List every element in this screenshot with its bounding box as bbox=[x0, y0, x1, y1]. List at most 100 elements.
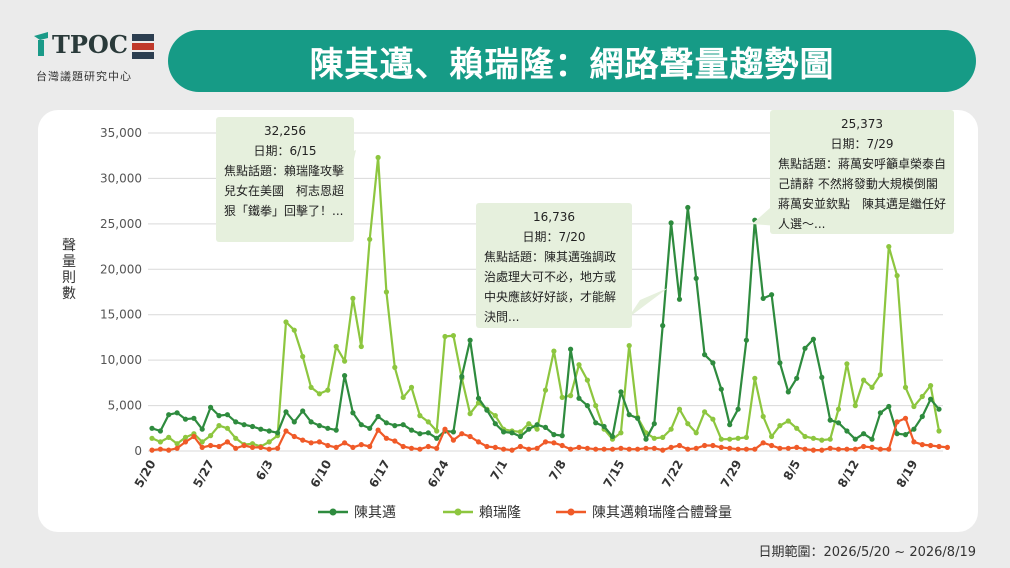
legend-marker bbox=[454, 508, 462, 516]
data-point bbox=[777, 360, 783, 366]
annotation-7-20: 16,736 日期：7/20 焦點話題：陳其邁強調政治處理大可不必，地方或中央應… bbox=[476, 203, 632, 328]
annotation-topic: 焦點話題：賴瑞隆攻擊兒女在美國 柯志恩超狠「鐵拳」回擊了！... bbox=[224, 164, 345, 218]
data-point bbox=[928, 442, 934, 449]
data-point bbox=[743, 446, 750, 452]
data-point bbox=[542, 439, 549, 445]
data-point bbox=[944, 444, 951, 450]
data-point bbox=[919, 393, 925, 400]
data-point bbox=[358, 343, 364, 350]
data-point bbox=[844, 428, 850, 434]
data-point bbox=[702, 409, 708, 415]
data-point bbox=[601, 446, 607, 452]
data-point bbox=[819, 447, 825, 453]
data-point bbox=[743, 337, 750, 343]
data-point bbox=[702, 352, 708, 358]
data-point bbox=[283, 409, 289, 415]
data-point bbox=[551, 440, 557, 446]
data-point bbox=[358, 422, 364, 428]
data-point bbox=[852, 446, 858, 452]
data-point bbox=[224, 425, 230, 431]
data-point bbox=[794, 444, 800, 450]
data-point bbox=[919, 442, 925, 448]
data-point bbox=[660, 323, 666, 329]
data-point bbox=[936, 406, 942, 412]
page-title: 陳其邁、賴瑞隆：網路聲量趨勢圖 bbox=[309, 44, 835, 85]
data-point bbox=[928, 396, 934, 402]
data-point bbox=[358, 442, 364, 448]
data-point bbox=[224, 412, 230, 418]
y-tick-label: 30,000 bbox=[100, 171, 142, 185]
data-point bbox=[492, 413, 498, 419]
data-point bbox=[157, 439, 163, 445]
data-point bbox=[760, 413, 766, 420]
data-point bbox=[459, 431, 465, 437]
data-point bbox=[501, 446, 507, 452]
data-point bbox=[475, 395, 482, 401]
data-point bbox=[877, 446, 884, 452]
data-point bbox=[651, 445, 657, 451]
data-point bbox=[417, 446, 423, 452]
data-point bbox=[392, 438, 398, 444]
data-point bbox=[869, 384, 875, 390]
data-point bbox=[350, 444, 356, 450]
date-range: 日期範圍：2026/5/20 ~ 2026/8/19 bbox=[758, 545, 976, 560]
data-point bbox=[266, 428, 272, 434]
data-point bbox=[810, 435, 817, 441]
data-point bbox=[576, 362, 582, 368]
annotation-6-15: 32,256 日期：6/15 焦點話題：賴瑞隆攻擊兒女在美國 柯志恩超狠「鐵拳」… bbox=[216, 117, 354, 242]
data-point bbox=[492, 421, 498, 427]
data-point bbox=[392, 364, 398, 370]
y-tick-label: 15,000 bbox=[100, 308, 142, 322]
data-point bbox=[635, 415, 641, 421]
data-point bbox=[333, 444, 339, 450]
data-point bbox=[417, 431, 423, 437]
x-tick-label: 6/3 bbox=[253, 458, 276, 483]
data-point bbox=[936, 443, 942, 450]
data-point bbox=[802, 433, 808, 440]
data-point bbox=[526, 446, 532, 452]
data-point bbox=[408, 445, 415, 451]
x-tick-label: 7/22 bbox=[659, 458, 686, 490]
data-point bbox=[643, 436, 649, 442]
x-tick-label: 5/27 bbox=[190, 458, 217, 490]
data-point bbox=[434, 435, 440, 441]
data-point bbox=[902, 432, 909, 438]
data-point bbox=[258, 426, 264, 432]
data-point bbox=[760, 440, 766, 446]
data-point bbox=[769, 292, 775, 298]
data-point bbox=[199, 439, 205, 445]
x-tick-label: 6/17 bbox=[366, 458, 393, 490]
data-point bbox=[827, 436, 833, 442]
data-point bbox=[844, 446, 850, 452]
data-point bbox=[919, 413, 925, 420]
x-tick-label: 6/10 bbox=[308, 458, 335, 490]
data-point bbox=[702, 442, 708, 449]
data-point bbox=[651, 421, 657, 427]
data-point bbox=[911, 426, 917, 432]
data-point bbox=[835, 446, 842, 452]
data-point bbox=[618, 430, 624, 436]
data-point bbox=[241, 422, 247, 428]
y-axis-label: 聲量則數 bbox=[62, 238, 76, 302]
data-point bbox=[266, 439, 272, 445]
legend-marker bbox=[329, 508, 337, 516]
data-point bbox=[877, 372, 884, 378]
legend-label: 陳其邁賴瑞隆合體聲量 bbox=[592, 504, 732, 521]
data-point bbox=[182, 416, 189, 422]
data-point bbox=[886, 446, 892, 452]
data-point bbox=[375, 413, 381, 420]
data-point bbox=[559, 442, 565, 449]
data-point bbox=[208, 404, 214, 410]
data-point bbox=[668, 444, 674, 450]
data-point bbox=[166, 434, 172, 440]
data-point bbox=[383, 435, 389, 441]
data-point bbox=[794, 375, 800, 381]
tpoc-logo: TPOC 台灣議題研究中心 bbox=[34, 28, 164, 88]
data-point bbox=[174, 410, 180, 416]
logo-mark-icon bbox=[34, 32, 48, 56]
data-point bbox=[342, 440, 348, 446]
data-point bbox=[174, 445, 180, 451]
data-point bbox=[551, 348, 557, 354]
data-point bbox=[375, 154, 381, 161]
data-point bbox=[710, 360, 716, 366]
